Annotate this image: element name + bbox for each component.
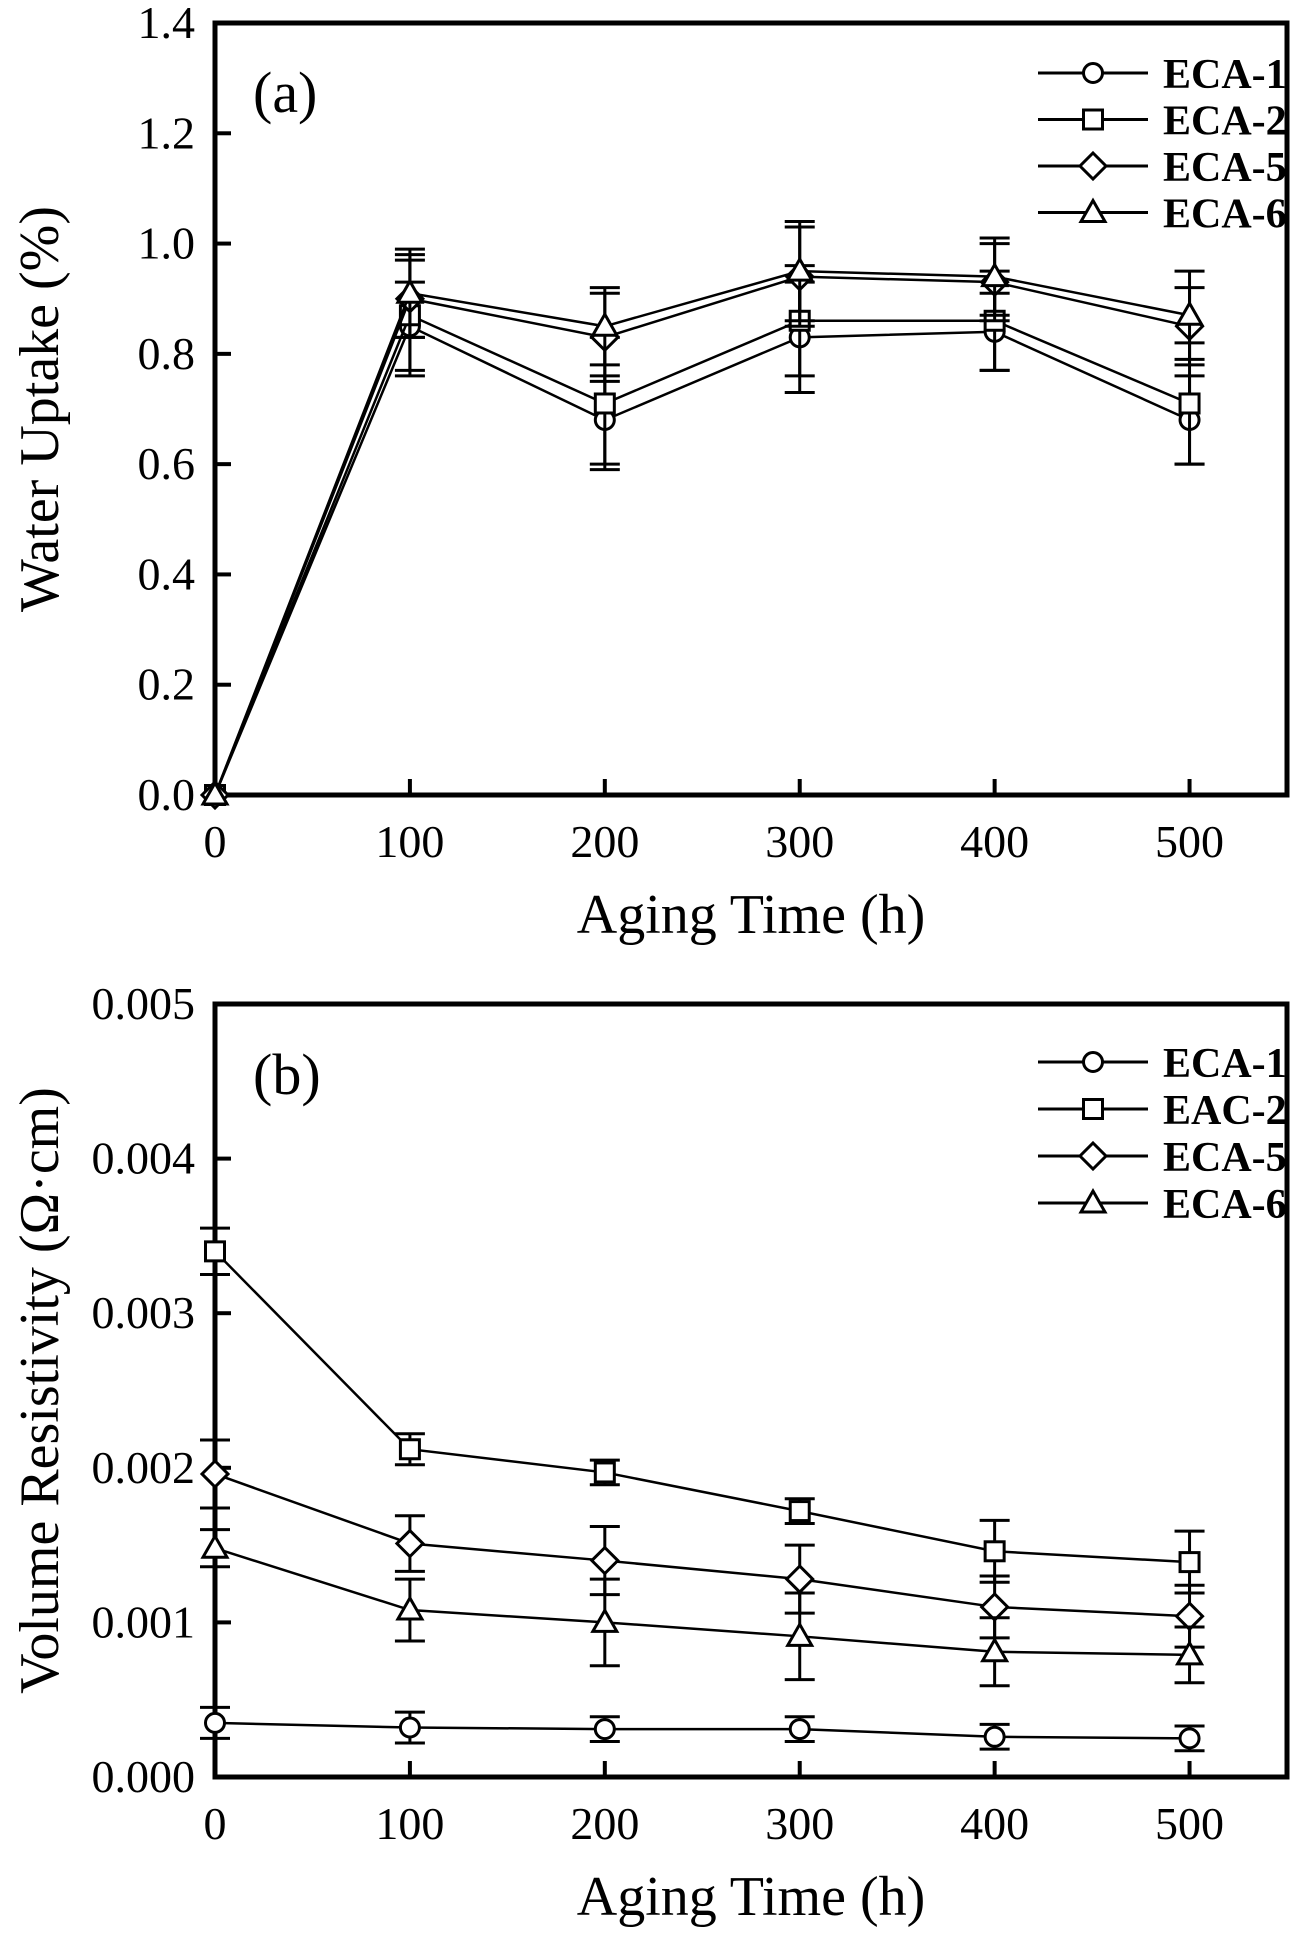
x-tick-label: 100: [375, 816, 444, 867]
series-line-ECA-1: [213, 324, 1191, 796]
y-tick-label: 0.001: [92, 1596, 196, 1647]
series-marker-ECA-6-triangle-icon: [590, 1607, 620, 1633]
legend-marker-square-icon: [1082, 108, 1104, 131]
x-tick-label: 200: [570, 816, 639, 867]
y-axis-title: Volume Resistivity (Ω·cm): [9, 1087, 71, 1694]
y-tick-label: 1.4: [138, 0, 196, 48]
y-tick-label: 0.4: [138, 548, 196, 599]
series-marker-ECA-6-triangle-icon: [590, 311, 620, 337]
panel-label: (b): [253, 1042, 321, 1107]
panel-a-water-uptake: 0 100 200 300 400 500 0.0 0.2 0.4 0.6 0.8 1.0 1.2 1.4…: [0, 0, 1296, 966]
series-marker-ECA-1-circle-icon: [204, 1711, 226, 1734]
series-marker-ECA-6-triangle-icon: [395, 1595, 425, 1621]
y-tick-label: 0.0: [138, 769, 196, 820]
y-tick-label: 0.000: [92, 1751, 196, 1802]
series-marker-ECA-1-circle-icon: [593, 1718, 616, 1741]
legend-label: ECA-6: [1163, 192, 1287, 238]
y-tick-label: 0.2: [138, 659, 196, 710]
y-tick-label: 0.8: [138, 328, 196, 379]
series-line-ECA-5: [214, 1472, 1190, 1618]
x-tick-label: 0: [204, 816, 227, 867]
legend-marker-diamond-icon: [1077, 1140, 1109, 1172]
x-tick-label: 500: [1155, 816, 1224, 867]
legend-label: ECA-1: [1163, 1041, 1287, 1087]
series-line-ECA-6: [214, 1547, 1190, 1657]
y-axis-title: Water Uptake (%): [9, 206, 71, 612]
series-marker-ECA-6-triangle-icon: [200, 779, 230, 806]
legend-marker-circle-icon: [1082, 62, 1104, 84]
plot-frame: [212, 1001, 1290, 1780]
legend-marker-circle-icon: [1082, 1051, 1104, 1073]
panel-b-volume-resistivity: 0 100 200 300 400 500 0.000 0.001 0.002 0.003 0.00…: [0, 966, 1296, 1933]
series-marker-EAC-2-square-icon: [788, 1500, 811, 1523]
y-tick-label: 0.6: [138, 438, 196, 489]
x-tick-label: 100: [375, 1798, 444, 1849]
x-tick-label: 400: [960, 1798, 1029, 1849]
series-marker-ECA-1-circle-icon: [788, 1718, 811, 1741]
y-tick-label: 0.003: [92, 1287, 196, 1338]
series-marker-ECA-6-triangle-icon: [980, 261, 1010, 288]
x-tick-label: 300: [765, 1798, 834, 1849]
y-tick-label: 0.004: [92, 1133, 196, 1184]
x-axis-title: Aging Time (h): [577, 884, 926, 946]
series-marker-ECA-5-diamond-icon: [589, 1545, 620, 1576]
series-marker-ECA-6-triangle-icon: [785, 256, 815, 282]
series-marker-ECA-6-triangle-icon: [1174, 1639, 1205, 1666]
y-tick-label: 0.005: [92, 978, 196, 1029]
series-line-ECA-5: [213, 275, 1190, 796]
y-tick-label: 1.2: [138, 107, 196, 158]
legend-label: ECA-6: [1163, 1182, 1287, 1228]
y-tick-label: 1.0: [138, 218, 196, 269]
series-marker-EAC-2-square-icon: [983, 1540, 1006, 1563]
series-marker-EAC-2-square-icon: [398, 1438, 421, 1461]
legend-label: ECA-1: [1163, 52, 1287, 98]
series-marker-ECA-1-circle-icon: [1178, 1727, 1201, 1750]
legend-label: ECA-2: [1163, 99, 1287, 145]
series-marker-ECA-6-triangle-icon: [395, 278, 425, 304]
series-line-ECA-2: [213, 313, 1191, 796]
legend-label: EAC-2: [1163, 1088, 1287, 1134]
panel-label: (a): [253, 60, 317, 125]
series-marker-ECA-2-square-icon: [593, 392, 616, 415]
legend-label: ECA-5: [1163, 145, 1287, 191]
series-marker-ECA-6-triangle-icon: [980, 1636, 1010, 1663]
y-tick-label: 0.002: [92, 1442, 196, 1493]
series-line-EAC-2: [214, 1250, 1190, 1564]
chart-svg-panel-b: 0 100 200 300 400 500 0.000 0.001 0.002 0.003 0.00…: [9, 978, 1290, 1928]
x-tick-label: 0: [204, 1798, 227, 1849]
series-marker-ECA-5-diamond-icon: [979, 1591, 1010, 1623]
series-marker-ECA-1-circle-icon: [398, 1716, 421, 1739]
series-marker-ECA-2-square-icon: [1178, 392, 1201, 415]
series-marker-ECA-5-diamond-icon: [1174, 1601, 1205, 1632]
legend-marker-diamond-icon: [1077, 150, 1109, 182]
series-marker-ECA-5-diamond-icon: [784, 1563, 815, 1595]
x-axis-title: Aging Time (h): [577, 1866, 926, 1928]
legend-marker-triangle-icon: [1078, 1187, 1108, 1214]
series-marker-EAC-2-square-icon: [204, 1240, 226, 1263]
series-marker-EAC-2-square-icon: [1178, 1551, 1201, 1574]
legend-marker-triangle-icon: [1078, 197, 1108, 223]
series-marker-ECA-6-triangle-icon: [1174, 300, 1205, 326]
series-line-ECA-1: [214, 1721, 1190, 1740]
legend-marker-square-icon: [1082, 1098, 1104, 1120]
series-marker-ECA-5-diamond-icon: [199, 1458, 231, 1490]
x-tick-label: 200: [570, 1798, 639, 1849]
series-marker-ECA-6-triangle-icon: [785, 1621, 815, 1647]
series-marker-ECA-1-circle-icon: [983, 1725, 1006, 1748]
series-marker-ECA-6-triangle-icon: [200, 1533, 230, 1559]
series-marker-ECA-5-diamond-icon: [394, 1528, 426, 1559]
x-tick-label: 500: [1155, 1798, 1224, 1849]
chart-svg-panel-a: 0 100 200 300 400 500 0.0 0.2 0.4 0.6 0.8 1.0 1.2 1.4…: [9, 0, 1290, 946]
x-tick-label: 400: [960, 816, 1029, 867]
series-line-ECA-6: [213, 269, 1190, 796]
plot-frame: [212, 20, 1290, 798]
x-tick-label: 300: [765, 816, 834, 867]
legend-label: ECA-5: [1163, 1135, 1287, 1181]
series-marker-EAC-2-square-icon: [593, 1461, 616, 1484]
